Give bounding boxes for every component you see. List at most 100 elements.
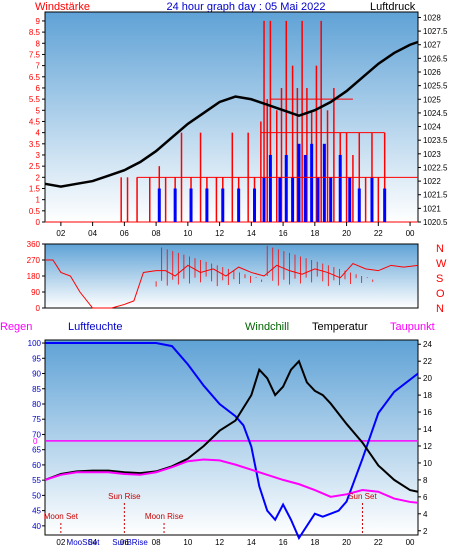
humidity-tick-label: 100 — [28, 339, 42, 348]
temperature-plot-area — [44, 339, 419, 536]
gust-bar — [284, 154, 288, 222]
wind-tick-label: 5 — [36, 106, 41, 115]
x-tick-label: 00 — [406, 229, 415, 238]
compass-label: W — [436, 258, 447, 270]
astro-label: Moon Rise — [145, 512, 184, 521]
legend-label: Taupunkt — [390, 321, 435, 333]
wind-tick-label: 8.5 — [29, 28, 41, 37]
compass-label: N — [436, 303, 444, 315]
wind-tick-label: 1.5 — [29, 184, 41, 193]
temperature-tick-label: 4 — [423, 510, 428, 519]
legend-label: Luftfeuchte — [68, 321, 122, 333]
wind-direction-line — [45, 259, 419, 309]
x-tick-label-bottom: 18 — [310, 538, 319, 547]
direction-tick-label: 0 — [36, 304, 41, 313]
x-tick-label-bottom: 02 — [56, 538, 65, 547]
wind-tick-label: 6.5 — [29, 73, 41, 82]
pressure-tick-label: 1024.5 — [423, 109, 448, 118]
gust-bar — [262, 177, 266, 222]
pressure-tick-label: 1022.5 — [423, 163, 448, 172]
astro-label: Sun Rise — [108, 492, 141, 501]
gust-bar — [370, 177, 374, 222]
humidity-tick-label: 65 — [32, 446, 41, 455]
humidity-tick-label: 60 — [32, 461, 41, 470]
direction-tick-label: 360 — [27, 240, 41, 249]
x-tick-label: 04 — [88, 229, 97, 238]
humidity-tick-label: 70 — [32, 430, 41, 439]
x-tick-label: 06 — [120, 229, 129, 238]
wind-tick-label: 4.5 — [29, 117, 41, 126]
humidity-tick-label: 85 — [32, 385, 41, 394]
gust-bar — [237, 188, 241, 222]
temperature-tick-label: 8 — [423, 476, 428, 485]
wind-axis-title: Windstärke — [35, 1, 90, 13]
x-tick-label-bottom: 10 — [183, 538, 192, 547]
gust-bar — [348, 177, 352, 222]
gust-bar — [303, 154, 307, 222]
temperature-tick-label: 24 — [423, 340, 432, 349]
temperature-tick-label: 16 — [423, 408, 432, 417]
humidity-tick-label: 50 — [32, 491, 41, 500]
x-tick-label: 10 — [183, 229, 192, 238]
gust-bar — [291, 177, 295, 222]
astro-label: Moon Set — [44, 512, 79, 521]
temperature-tick-label: 12 — [423, 442, 432, 451]
x-tick-label: 12 — [215, 229, 224, 238]
humidity-tick-label: 90 — [32, 370, 41, 379]
x-tick-label: 08 — [152, 229, 161, 238]
x-tick-label-bottom: 04 — [88, 538, 97, 547]
wind-tick-label: 8 — [36, 39, 41, 48]
gust-bar — [383, 188, 387, 222]
pressure-tick-label: 1021 — [423, 204, 441, 213]
x-tick-label: 20 — [342, 229, 351, 238]
pressure-tick-label: 1022 — [423, 177, 441, 186]
bottom-overlap-label: SunBRise — [112, 538, 148, 547]
wind-tick-label: 0.5 — [29, 207, 41, 216]
page-title: 24 hour graph day : 05 Mai 2022 — [166, 1, 325, 13]
wind-tick-label: 4 — [36, 129, 41, 138]
gust-bar — [322, 143, 326, 222]
pressure-line — [44, 40, 419, 188]
humidity-tick-label: 95 — [32, 354, 41, 363]
gust-bar — [205, 188, 209, 222]
compass-label: N — [436, 243, 444, 255]
x-tick-label: 14 — [247, 229, 256, 238]
humidity-tick-label: 45 — [32, 507, 41, 516]
astro-label: Sun Set — [348, 492, 377, 501]
temperature-tick-label: 18 — [423, 391, 432, 400]
x-tick-label-bottom: 14 — [247, 538, 256, 547]
x-tick-label-bottom: 06 — [120, 538, 129, 547]
pressure-tick-label: 1028 — [423, 13, 441, 22]
pressure-tick-label: 1024 — [423, 123, 441, 132]
humidity-tick-label: 55 — [32, 476, 41, 485]
gust-bar — [310, 143, 314, 222]
x-tick-label: 02 — [56, 229, 65, 238]
temperature-tick-label: 10 — [423, 459, 432, 468]
legend-label: Temperatur — [312, 321, 368, 333]
pressure-tick-label: 1027 — [423, 41, 441, 50]
pressure-tick-label: 1023 — [423, 150, 441, 159]
direction-tick-label: 90 — [31, 288, 40, 297]
x-tick-label-bottom: 16 — [279, 538, 288, 547]
wind-tick-label: 9 — [36, 17, 41, 26]
wind-tick-label: 6 — [36, 84, 41, 93]
gust-bar — [357, 188, 361, 222]
gust-bar — [173, 188, 177, 222]
gust-bar — [221, 188, 225, 222]
humidity-tick-label: 75 — [32, 415, 41, 424]
gust-bar — [189, 188, 193, 222]
bottom-overlap-label: MooSSet — [67, 538, 101, 547]
humidity-line — [45, 342, 419, 541]
wind-tick-label: 7.5 — [29, 50, 41, 59]
gust-bar — [297, 143, 301, 222]
direction-tick-label: 270 — [27, 256, 41, 265]
legend-label: Regen — [0, 321, 32, 333]
zero-label: 0 — [33, 437, 38, 446]
gust-bar — [157, 188, 161, 222]
wind-tick-label: 5.5 — [29, 95, 41, 104]
temperature-tick-label: 14 — [423, 425, 432, 434]
temperature-tick-label: 2 — [423, 527, 428, 536]
x-tick-label: 16 — [279, 229, 288, 238]
temperature-tick-label: 22 — [423, 357, 432, 366]
